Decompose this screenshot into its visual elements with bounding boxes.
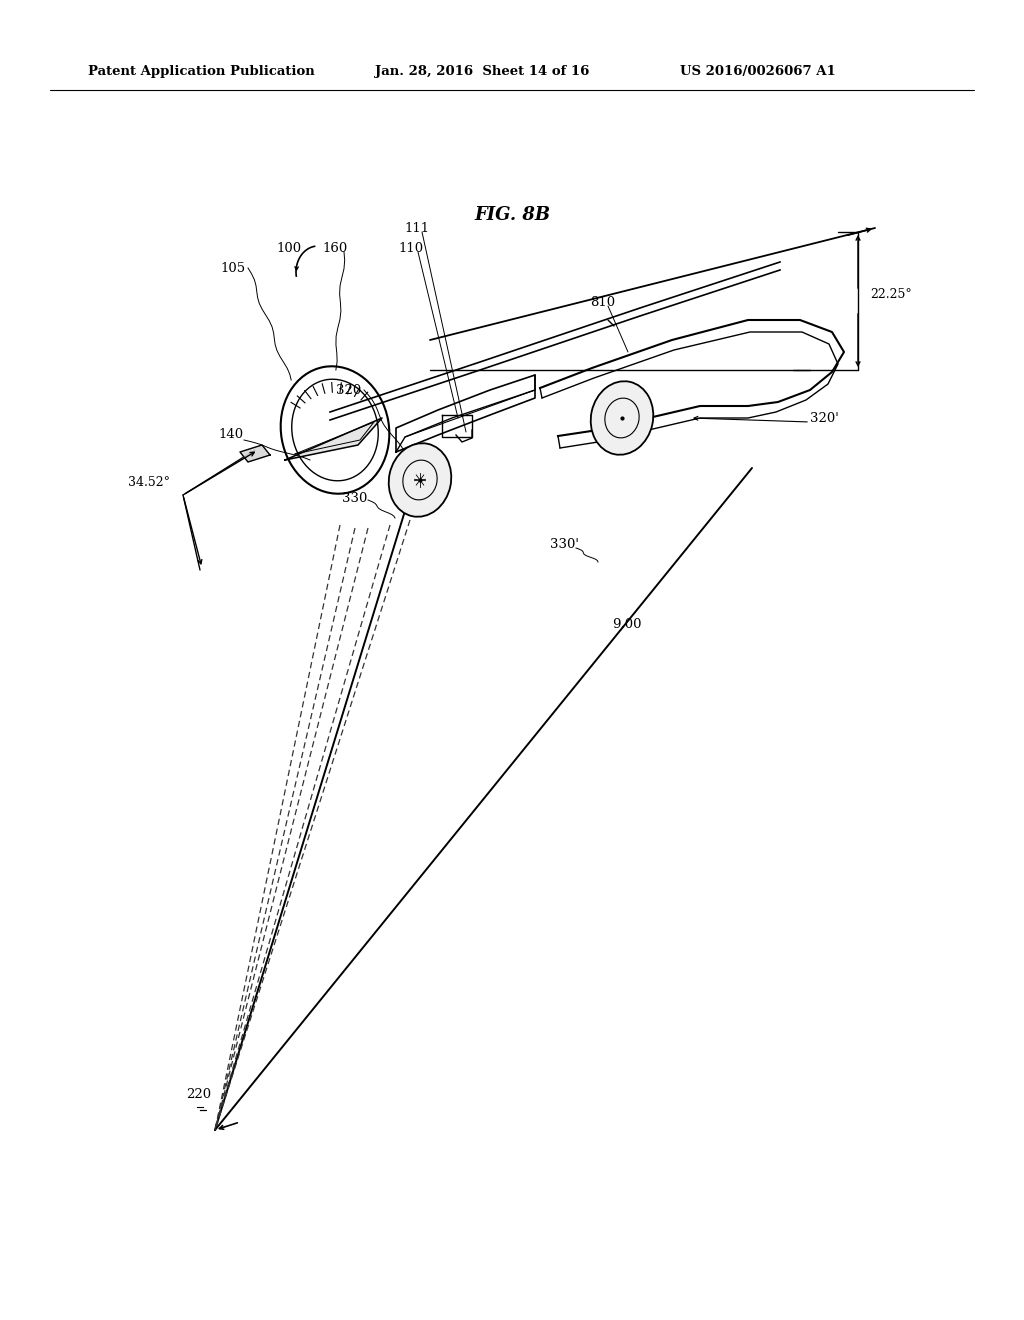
Text: US 2016/0026067 A1: US 2016/0026067 A1: [680, 66, 836, 78]
Text: 111: 111: [404, 222, 429, 235]
Text: FIG. 8B: FIG. 8B: [474, 206, 550, 224]
Text: 140: 140: [218, 429, 243, 441]
Text: 220: 220: [186, 1089, 211, 1101]
Text: 320': 320': [810, 412, 839, 425]
Text: 160: 160: [322, 242, 347, 255]
Text: 320: 320: [336, 384, 361, 396]
Text: 105: 105: [220, 261, 245, 275]
Ellipse shape: [389, 444, 452, 516]
Text: 22.25°: 22.25°: [870, 289, 911, 301]
Text: 330: 330: [342, 491, 368, 504]
Text: 34.52°: 34.52°: [128, 477, 170, 490]
Text: Jan. 28, 2016  Sheet 14 of 16: Jan. 28, 2016 Sheet 14 of 16: [375, 66, 590, 78]
Polygon shape: [285, 418, 382, 459]
Text: 9.00: 9.00: [612, 619, 641, 631]
Text: 110: 110: [398, 242, 423, 255]
Text: 810: 810: [590, 296, 615, 309]
Text: 100: 100: [276, 242, 301, 255]
Polygon shape: [240, 445, 270, 462]
Text: Patent Application Publication: Patent Application Publication: [88, 66, 314, 78]
Text: 330': 330': [550, 539, 579, 552]
Ellipse shape: [591, 381, 653, 455]
